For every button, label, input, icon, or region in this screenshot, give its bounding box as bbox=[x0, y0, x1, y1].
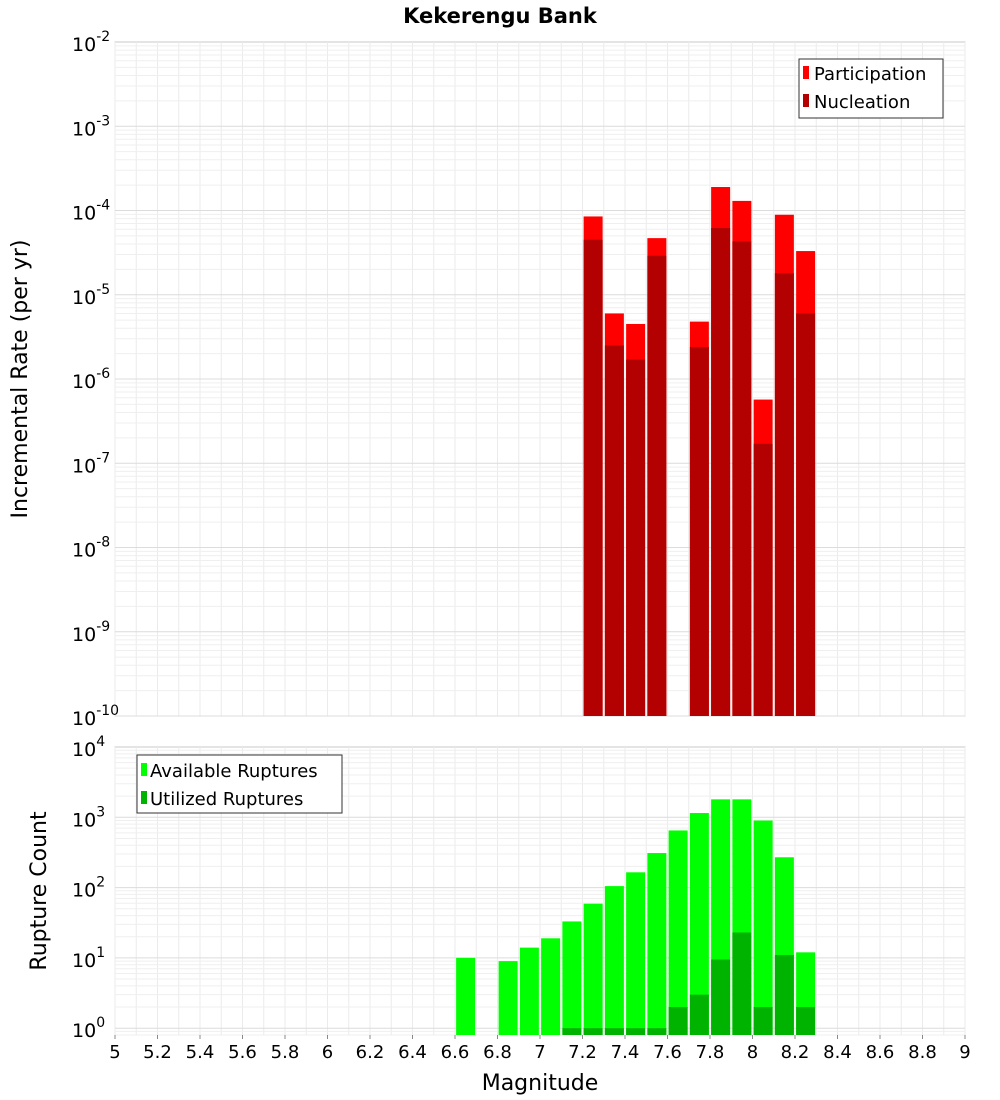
x-tick-label: 7.4 bbox=[611, 1042, 640, 1063]
top-ytick-label: 10-7 bbox=[72, 450, 110, 477]
bar-utilized-ruptures bbox=[626, 1028, 646, 1035]
x-tick-label: 8.2 bbox=[781, 1042, 810, 1063]
bar-available-ruptures bbox=[519, 947, 539, 1035]
top-ytick-label: 10-9 bbox=[72, 619, 110, 646]
x-tick-label: 9 bbox=[959, 1042, 970, 1063]
x-tick-label: 6.6 bbox=[441, 1042, 470, 1063]
top-bars bbox=[583, 187, 816, 717]
top-legend-box bbox=[798, 58, 944, 119]
bar-available-ruptures bbox=[753, 820, 773, 1035]
bar-nucleation bbox=[689, 346, 709, 716]
x-tick-label: 8.4 bbox=[823, 1042, 852, 1063]
top-ytick-label: 10-10 bbox=[72, 703, 119, 730]
bar-nucleation bbox=[647, 255, 667, 716]
bottom-grid bbox=[114, 747, 966, 1036]
bar-utilized-ruptures bbox=[732, 932, 752, 1035]
x-tick-label: 5.2 bbox=[143, 1042, 172, 1063]
bar-available-ruptures bbox=[562, 921, 582, 1035]
bar-available-ruptures bbox=[604, 886, 624, 1035]
top-ytick-label: 10-3 bbox=[72, 113, 110, 140]
x-tick-label: 6 bbox=[322, 1042, 333, 1063]
bottom-ytick-label: 102 bbox=[72, 875, 105, 902]
top-ytick-label: 10-2 bbox=[72, 29, 110, 56]
top-grid bbox=[114, 42, 966, 717]
top-plot: 10-2 10-3 10-4 10-5 10-6 10-7 10-8 10-9 10-10 bbox=[72, 29, 966, 730]
x-tick-label: 7.2 bbox=[568, 1042, 597, 1063]
bar-nucleation bbox=[711, 227, 731, 716]
legend-label-utilized: Utilized Ruptures bbox=[150, 789, 303, 810]
bar-nucleation bbox=[604, 345, 624, 716]
bottom-ytick-label: 101 bbox=[72, 945, 105, 972]
top-ytick-label: 10-4 bbox=[72, 198, 110, 225]
bar-available-ruptures bbox=[498, 961, 518, 1035]
bar-utilized-ruptures bbox=[583, 1028, 603, 1035]
top-y-axis-label: Incremental Rate (per yr) bbox=[8, 240, 33, 519]
top-ytick-label: 10-8 bbox=[72, 535, 110, 562]
bar-available-ruptures bbox=[456, 957, 476, 1035]
x-axis-label: Magnitude bbox=[482, 1071, 599, 1096]
bar-utilized-ruptures bbox=[647, 1028, 667, 1035]
bar-available-ruptures bbox=[583, 903, 603, 1035]
legend-swatch-available bbox=[141, 763, 147, 776]
bar-available-ruptures bbox=[689, 813, 709, 1035]
bar-utilized-ruptures bbox=[774, 954, 794, 1035]
top-legend: Participation Nucleation bbox=[798, 58, 944, 119]
x-tick-label: 8 bbox=[747, 1042, 758, 1063]
bar-utilized-ruptures bbox=[604, 1028, 624, 1035]
bar-utilized-ruptures bbox=[562, 1028, 582, 1035]
legend-label-participation: Participation bbox=[814, 64, 926, 85]
x-tick-label: 5.4 bbox=[186, 1042, 215, 1063]
bar-nucleation bbox=[753, 443, 773, 716]
x-tick-label: 8.8 bbox=[908, 1042, 937, 1063]
bar-nucleation bbox=[732, 241, 752, 716]
x-tick-label: 5.6 bbox=[228, 1042, 257, 1063]
legend-label-nucleation: Nucleation bbox=[814, 92, 910, 113]
bottom-ytick-label: 104 bbox=[72, 734, 105, 761]
bar-nucleation bbox=[626, 359, 646, 716]
bar-utilized-ruptures bbox=[689, 994, 709, 1035]
bar-utilized-ruptures bbox=[796, 1007, 816, 1035]
x-ticks: 5 5.2 5.4 5.6 5.8 6 6.2 6.4 6.6 6.8 7 7.2 7.4 7.6 7.8 8… bbox=[109, 1035, 971, 1063]
bottom-y-ticks: 104 103 102 101 100 bbox=[72, 734, 105, 1042]
bar-utilized-ruptures bbox=[668, 1007, 688, 1035]
bar-available-ruptures bbox=[668, 830, 688, 1035]
x-tick-label: 6.8 bbox=[483, 1042, 512, 1063]
x-tick-label: 6.4 bbox=[398, 1042, 427, 1063]
legend-label-available: Available Ruptures bbox=[150, 761, 318, 782]
chart-title: Kekerengu Bank bbox=[403, 4, 598, 28]
top-ytick-label: 10-5 bbox=[72, 282, 110, 309]
bottom-legend: Available Ruptures Utilized Ruptures bbox=[136, 754, 343, 814]
x-tick-label: 6.2 bbox=[356, 1042, 385, 1063]
bottom-bars bbox=[456, 799, 816, 1035]
x-tick-label: 7.6 bbox=[653, 1042, 682, 1063]
bar-available-ruptures bbox=[647, 853, 667, 1035]
top-ytick-label: 10-6 bbox=[72, 366, 110, 393]
bar-available-ruptures bbox=[626, 872, 646, 1035]
legend-swatch-utilized bbox=[141, 791, 147, 804]
top-y-ticks: 10-2 10-3 10-4 10-5 10-6 10-7 10-8 10-9 10-10 bbox=[72, 29, 119, 730]
bar-nucleation bbox=[774, 273, 794, 716]
legend-swatch-participation bbox=[803, 66, 809, 79]
bottom-ytick-label: 100 bbox=[72, 1015, 105, 1042]
bar-utilized-ruptures bbox=[753, 1007, 773, 1035]
bar-nucleation bbox=[796, 313, 816, 716]
x-tick-label: 7.8 bbox=[696, 1042, 725, 1063]
bar-available-ruptures bbox=[541, 938, 561, 1035]
x-tick-label: 5.8 bbox=[271, 1042, 300, 1063]
bottom-legend-box bbox=[136, 754, 343, 814]
bar-utilized-ruptures bbox=[711, 959, 731, 1035]
bottom-ytick-label: 103 bbox=[72, 804, 105, 831]
x-tick-label: 8.6 bbox=[866, 1042, 895, 1063]
bottom-y-axis-label: Rupture Count bbox=[27, 811, 52, 971]
x-tick-label: 5 bbox=[109, 1042, 120, 1063]
bar-nucleation bbox=[583, 239, 603, 716]
legend-swatch-nucleation bbox=[803, 94, 809, 107]
x-tick-label: 7 bbox=[534, 1042, 545, 1063]
